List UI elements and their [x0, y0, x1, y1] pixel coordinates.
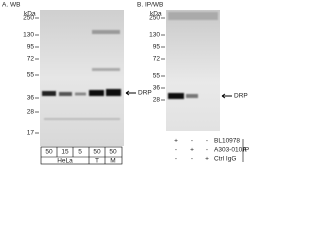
lane-load: 50 [93, 149, 101, 156]
marker-label: 36 [153, 85, 161, 92]
marker-label: 55 [153, 73, 161, 80]
row-label: A303-010A [214, 147, 247, 154]
panel-title: A. WB [2, 2, 20, 9]
sign: - [191, 156, 193, 163]
marker-label: 250 [23, 15, 34, 22]
sign: - [175, 156, 177, 163]
marker-label: 250 [149, 15, 160, 22]
marker-label: 17 [27, 130, 35, 137]
row-label: BL10978 [214, 138, 240, 145]
blot-b [166, 10, 220, 131]
bands-b [168, 12, 218, 99]
bands-a [42, 30, 121, 120]
kda-label: kDa [150, 11, 162, 18]
arrow [221, 93, 232, 99]
marker-label: 72 [27, 56, 35, 63]
band-label: DRP [234, 93, 248, 100]
kda-label: kDa [24, 11, 36, 18]
marker-label: 55 [27, 72, 35, 79]
figure: A. WB kDa B. IP/WB kDa DRP DRP IP 250 130… [2, 2, 249, 165]
marker-label: 72 [153, 56, 161, 63]
row-label: Ctrl IgG [214, 156, 236, 163]
sign: + [205, 156, 209, 163]
group-label: T [95, 158, 99, 165]
arrow [125, 90, 136, 96]
lane-load: 50 [45, 149, 53, 156]
group-label: HeLa [57, 158, 73, 165]
sign: - [206, 147, 208, 154]
sign: - [206, 138, 208, 145]
sign: + [190, 147, 194, 154]
marker-label: 28 [153, 97, 161, 104]
group-label: M [110, 158, 115, 165]
table-frame [40, 146, 123, 165]
sign: - [175, 147, 177, 154]
marker-label: 95 [153, 44, 161, 51]
marker-label: 130 [149, 32, 160, 39]
sign: + [174, 138, 178, 145]
panel-title: B. IP/WB [137, 2, 163, 9]
sign: - [191, 138, 193, 145]
marker-label: 28 [27, 109, 35, 116]
band-label: DRP [138, 90, 152, 97]
lane-load: 15 [61, 149, 69, 156]
lane-load: 50 [109, 149, 117, 156]
marker-label: 130 [23, 32, 34, 39]
marker-label: 95 [27, 44, 35, 51]
marker-label: 36 [27, 95, 35, 102]
lane-load: 5 [78, 149, 82, 156]
ip-label: IP [243, 147, 249, 154]
